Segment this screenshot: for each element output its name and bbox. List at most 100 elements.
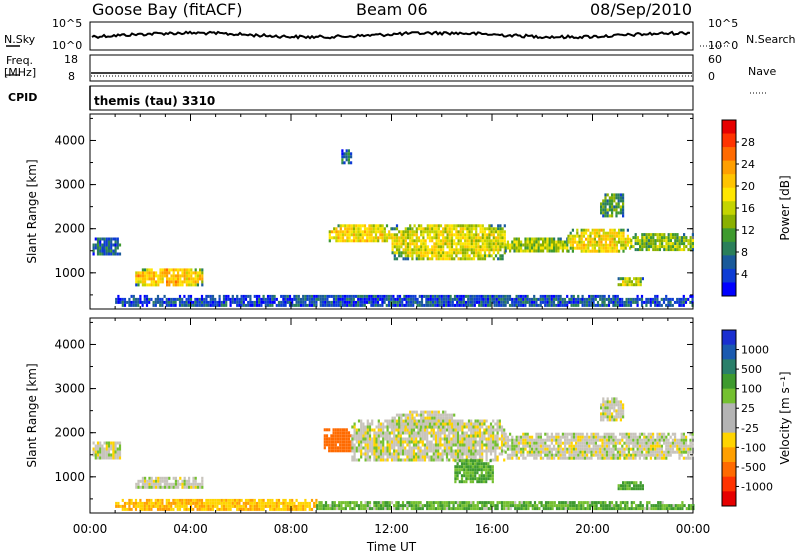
range-cell: [187, 501, 190, 505]
y-tick-label: 3000: [54, 178, 85, 192]
range-cell: [216, 303, 219, 307]
range-cell: [415, 443, 418, 447]
range-cell: [495, 303, 498, 307]
range-cell: [489, 434, 493, 438]
range-cell: [578, 243, 581, 247]
range-cell: [464, 251, 467, 255]
range-cell: [139, 507, 142, 511]
range-cell: [334, 446, 337, 450]
range-cell: [148, 507, 151, 511]
range-cell: [493, 297, 496, 301]
range-cell: [627, 432, 630, 436]
range-cell: [293, 507, 296, 511]
range-cell: [334, 443, 337, 447]
range-cell: [467, 294, 470, 298]
range-cell: [579, 300, 582, 304]
range-cell: [143, 504, 146, 508]
range-cell: [377, 446, 380, 450]
range-cell: [494, 245, 498, 249]
range-cell: [417, 236, 421, 240]
range-cell: [401, 431, 405, 435]
range-cell: [112, 444, 115, 448]
range-cell: [393, 233, 396, 237]
range-cell: [482, 303, 485, 307]
range-cell: [446, 251, 449, 255]
range-cell: [361, 300, 364, 304]
range-cell: [481, 230, 484, 234]
range-cell: [337, 236, 340, 240]
range-cell: [337, 297, 340, 301]
range-cell: [411, 251, 414, 255]
range-cell: [417, 501, 420, 505]
range-cell: [650, 507, 653, 511]
range-cell: [603, 441, 606, 445]
range-cell: [150, 277, 153, 281]
range-cell: [674, 504, 677, 508]
range-cell: [260, 303, 263, 307]
range-cell: [567, 240, 570, 244]
range-cell: [329, 507, 332, 511]
range-cell: [352, 239, 356, 243]
range-cell: [517, 243, 520, 247]
range-cell: [476, 504, 479, 508]
range-cell: [492, 446, 495, 450]
range-cell: [616, 441, 619, 445]
range-cell: [542, 441, 545, 445]
range-cell: [304, 303, 307, 307]
range-cell: [533, 450, 536, 454]
range-cell: [251, 501, 254, 505]
range-cell: [600, 208, 603, 212]
range-cell: [452, 507, 455, 511]
range-cell: [629, 300, 633, 304]
range-cell: [550, 243, 553, 247]
range-cell: [535, 453, 538, 457]
range-cell: [643, 507, 647, 511]
range-cell: [625, 441, 628, 445]
range-cell: [112, 447, 115, 451]
range-cell: [464, 254, 467, 258]
range-cell: [548, 303, 551, 307]
range-cell: [101, 243, 104, 247]
range-cell: [482, 294, 485, 298]
range-cell: [139, 280, 142, 284]
range-cell: [654, 242, 657, 246]
range-cell: [370, 239, 373, 243]
range-cell: [353, 452, 356, 456]
range-cell: [397, 434, 400, 438]
range-cell: [593, 237, 596, 241]
range-cell: [393, 428, 396, 432]
range-cell: [157, 274, 160, 278]
range-cell: [381, 233, 384, 237]
range-cell: [481, 248, 484, 252]
range-cell: [236, 294, 239, 298]
range-cell: [166, 485, 169, 489]
range-cell: [607, 300, 611, 304]
range-cell: [360, 507, 363, 511]
range-cell: [141, 501, 144, 505]
range-cell: [682, 435, 685, 439]
range-cell: [381, 300, 384, 304]
range-cell: [218, 300, 221, 304]
range-cell: [501, 233, 504, 237]
range-cell: [448, 449, 451, 453]
range-cell: [159, 274, 162, 278]
range-cell: [569, 234, 572, 238]
range-cell: [586, 453, 589, 457]
range-cell: [665, 242, 668, 246]
range-cell: [561, 240, 564, 244]
range-cell: [406, 458, 409, 462]
range-cell: [192, 283, 195, 287]
range-cell: [384, 507, 387, 511]
range-cell: [410, 452, 413, 456]
range-cell: [612, 450, 615, 454]
range-cell: [621, 501, 625, 505]
range-cell: [669, 453, 672, 457]
range-cell: [599, 294, 602, 298]
range-cell: [406, 452, 409, 456]
range-cell: [618, 240, 621, 244]
range-cell: [612, 297, 615, 301]
range-cell: [441, 449, 444, 453]
range-cell: [555, 507, 559, 511]
range-cell: [470, 239, 473, 243]
range-cell: [398, 300, 402, 304]
